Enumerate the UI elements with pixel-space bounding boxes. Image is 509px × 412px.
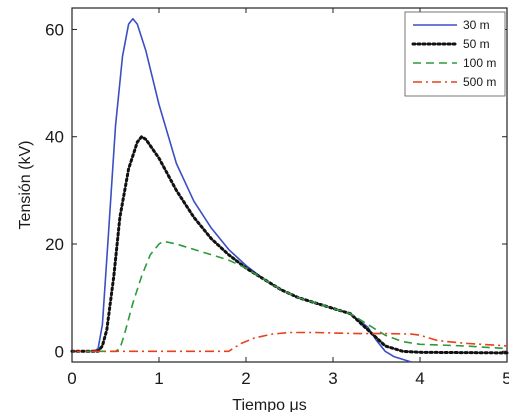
legend-label: 500 m: [463, 75, 496, 89]
tick-layer: 0 1 2 3 4 5 0 20 40 60: [45, 8, 509, 388]
series-line-50-m: [70, 135, 509, 355]
x-tick-label: 0: [67, 369, 76, 388]
legend-label: 50 m: [463, 37, 490, 51]
x-tick-label: 3: [328, 369, 337, 388]
x-axis-label: Tiempo μs: [232, 397, 306, 412]
y-tick-label: 0: [55, 342, 64, 361]
x-tick-label: 5: [502, 369, 509, 388]
y-tick-label: 40: [45, 128, 64, 147]
series-layer: [70, 17, 509, 363]
legend-label: 100 m: [463, 56, 496, 70]
legend-label: 30 m: [463, 18, 490, 32]
y-tick-label: 60: [45, 20, 64, 39]
x-tick-label: 4: [415, 369, 424, 388]
plot-area-frame: [71, 7, 508, 363]
series-line-100-m: [72, 240, 508, 353]
y-tick-label: 20: [45, 235, 64, 254]
y-axis-label: Tensión (kV): [17, 141, 34, 230]
x-tick-label: 2: [241, 369, 250, 388]
series-line-500-m: [72, 331, 508, 353]
x-tick-label: 1: [154, 369, 163, 388]
legend: 30 m 50 m 100 m 500 m: [404, 11, 506, 97]
